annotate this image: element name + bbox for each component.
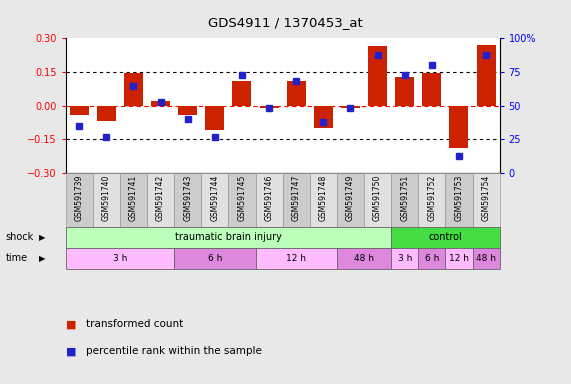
Text: percentile rank within the sample: percentile rank within the sample <box>86 346 262 356</box>
Text: 3 h: 3 h <box>112 254 127 263</box>
Bar <box>232 81 251 106</box>
Bar <box>309 173 337 227</box>
Bar <box>418 173 445 227</box>
Text: GSM591747: GSM591747 <box>292 175 301 221</box>
Text: GSM591749: GSM591749 <box>346 175 355 221</box>
Bar <box>337 248 391 269</box>
Bar <box>477 45 496 106</box>
Bar <box>337 173 364 227</box>
Bar <box>423 73 441 106</box>
Text: ▶: ▶ <box>39 233 45 242</box>
Text: GSM591746: GSM591746 <box>264 175 274 221</box>
Bar <box>255 173 283 227</box>
Text: GSM591744: GSM591744 <box>210 175 219 221</box>
Bar <box>368 46 387 106</box>
Bar <box>66 173 93 227</box>
Text: GSM591745: GSM591745 <box>238 175 247 221</box>
Bar <box>341 106 360 108</box>
Bar <box>473 248 500 269</box>
Bar <box>445 248 473 269</box>
Bar <box>260 106 279 108</box>
Text: transformed count: transformed count <box>86 319 183 329</box>
Text: ▶: ▶ <box>39 254 45 263</box>
Bar <box>449 106 468 148</box>
Text: GSM591740: GSM591740 <box>102 175 111 221</box>
Bar <box>147 173 174 227</box>
Text: ■: ■ <box>66 346 80 356</box>
Bar <box>283 173 309 227</box>
Text: GSM591753: GSM591753 <box>455 175 464 221</box>
Bar <box>445 173 473 227</box>
Text: 6 h: 6 h <box>208 254 222 263</box>
Bar <box>70 106 89 115</box>
Bar <box>395 76 414 106</box>
Text: GSM591750: GSM591750 <box>373 175 382 221</box>
Text: GSM591742: GSM591742 <box>156 175 165 221</box>
Bar <box>228 173 255 227</box>
Text: 3 h: 3 h <box>397 254 412 263</box>
Bar <box>314 106 333 128</box>
Bar <box>473 173 500 227</box>
Text: GSM591743: GSM591743 <box>183 175 192 221</box>
Text: traumatic brain injury: traumatic brain injury <box>175 232 282 242</box>
Bar <box>124 73 143 106</box>
Bar <box>391 173 418 227</box>
Bar <box>418 248 445 269</box>
Bar <box>391 248 418 269</box>
Text: 12 h: 12 h <box>449 254 469 263</box>
Bar <box>174 248 255 269</box>
Text: GDS4911 / 1370453_at: GDS4911 / 1370453_at <box>208 16 363 29</box>
Bar <box>287 81 305 106</box>
Text: GSM591754: GSM591754 <box>481 175 490 221</box>
Text: shock: shock <box>6 232 34 242</box>
Bar <box>97 106 116 121</box>
Text: ■: ■ <box>66 319 80 329</box>
Bar <box>255 248 337 269</box>
Bar <box>202 173 228 227</box>
Bar <box>206 106 224 131</box>
Text: 48 h: 48 h <box>354 254 374 263</box>
Text: 48 h: 48 h <box>476 254 496 263</box>
Bar <box>66 248 174 269</box>
Text: GSM591739: GSM591739 <box>75 175 84 221</box>
Text: GSM591748: GSM591748 <box>319 175 328 221</box>
Text: GSM591751: GSM591751 <box>400 175 409 221</box>
Bar <box>364 173 391 227</box>
Text: GSM591741: GSM591741 <box>129 175 138 221</box>
Text: 6 h: 6 h <box>425 254 439 263</box>
Bar <box>151 101 170 106</box>
Text: time: time <box>6 253 28 263</box>
Bar <box>120 173 147 227</box>
Bar <box>178 106 197 115</box>
Text: GSM591752: GSM591752 <box>427 175 436 221</box>
Bar <box>174 173 202 227</box>
Bar <box>93 173 120 227</box>
Bar <box>66 227 391 248</box>
Bar <box>391 227 500 248</box>
Text: 12 h: 12 h <box>286 254 306 263</box>
Text: control: control <box>428 232 463 242</box>
